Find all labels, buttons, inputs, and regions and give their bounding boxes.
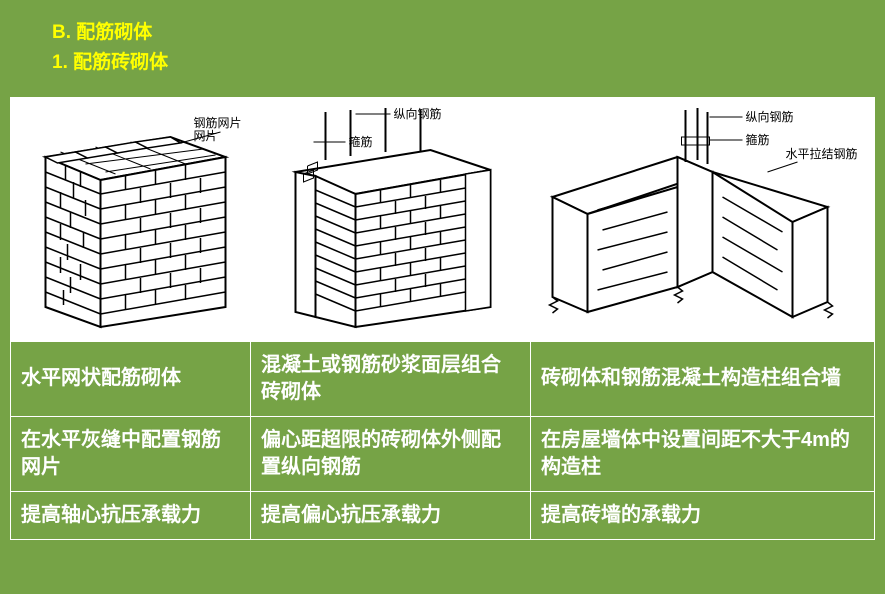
diagram-3: 纵向钢筋 箍筋 水平拉结钢筋 xyxy=(535,102,870,332)
heading-1: 1. 配筋砖砌体 xyxy=(52,48,885,78)
cell-r3c3: 提高砖墙的承载力 xyxy=(531,491,875,539)
diagram1-label: 钢筋网片 xyxy=(194,115,242,130)
table-row: 钢筋网片 网片 xyxy=(11,97,875,341)
content-table: 钢筋网片 网片 xyxy=(10,97,875,540)
cell-r2c2: 偏心距超限的砖砌体外侧配置纵向钢筋 xyxy=(251,416,531,491)
diagram-cell-2: 纵向钢筋 箍筋 xyxy=(251,97,531,341)
cell-r1c2: 混凝土或钢筋砂浆面层组合砖砌体 xyxy=(251,341,531,416)
headings-block: B. 配筋砌体 1. 配筋砖砌体 xyxy=(0,0,885,79)
heading-b: B. 配筋砌体 xyxy=(52,18,885,48)
diagram-1: 钢筋网片 网片 xyxy=(15,102,246,332)
diagram2-label1: 纵向钢筋 xyxy=(394,106,442,121)
diagram3-label2: 箍筋 xyxy=(746,132,770,147)
cell-r3c1: 提高轴心抗压承载力 xyxy=(11,491,251,539)
cell-r2c3: 在房屋墙体中设置间距不大于4m的构造柱 xyxy=(531,416,875,491)
svg-text:网片: 网片 xyxy=(194,129,218,143)
diagram-cell-3: 纵向钢筋 箍筋 水平拉结钢筋 xyxy=(531,97,875,341)
cell-r1c3: 砖砌体和钢筋混凝土构造柱组合墙 xyxy=(531,341,875,416)
diagram-2: 纵向钢筋 箍筋 xyxy=(255,102,526,332)
diagram3-label3: 水平拉结钢筋 xyxy=(786,146,858,161)
table-row: 在水平灰缝中配置钢筋网片 偏心距超限的砖砌体外侧配置纵向钢筋 在房屋墙体中设置间… xyxy=(11,416,875,491)
content-table-wrap: 钢筋网片 网片 xyxy=(10,97,875,540)
table-row: 提高轴心抗压承载力 提高偏心抗压承载力 提高砖墙的承载力 xyxy=(11,491,875,539)
diagram3-label1: 纵向钢筋 xyxy=(746,109,794,124)
diagram-cell-1: 钢筋网片 网片 xyxy=(11,97,251,341)
cell-r2c1: 在水平灰缝中配置钢筋网片 xyxy=(11,416,251,491)
cell-r1c1: 水平网状配筋砌体 xyxy=(11,341,251,416)
cell-r3c2: 提高偏心抗压承载力 xyxy=(251,491,531,539)
table-row: 水平网状配筋砌体 混凝土或钢筋砂浆面层组合砖砌体 砖砌体和钢筋混凝土构造柱组合墙 xyxy=(11,341,875,416)
diagram2-label2: 箍筋 xyxy=(349,134,373,149)
